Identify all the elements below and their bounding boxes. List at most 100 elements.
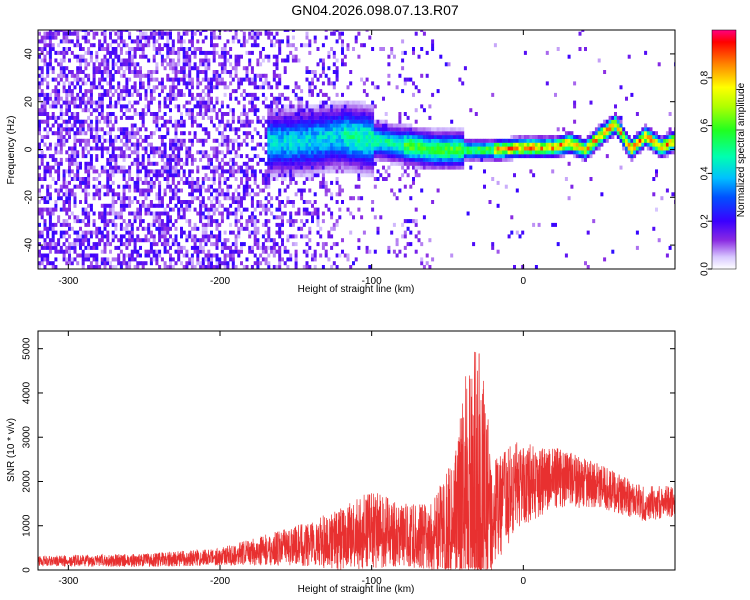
heat-cell: [212, 177, 216, 181]
heat-cell: [275, 135, 279, 139]
heat-cell: [349, 265, 353, 269]
heat-cell: [38, 131, 41, 136]
heat-cell: [210, 219, 213, 224]
heat-cell: [68, 58, 71, 63]
heat-cell: [302, 265, 306, 269]
heat-cell: [188, 66, 192, 71]
heat-cell: [403, 154, 407, 159]
heat-cell: [311, 115, 314, 120]
heat-cell: [422, 165, 426, 170]
heat-cell: [166, 177, 170, 181]
heat-cell: [302, 146, 306, 151]
heat-cell: [245, 39, 249, 44]
heat-cell: [117, 92, 121, 97]
heat-cell: [319, 123, 323, 128]
heat-cell: [40, 154, 44, 159]
heat-cell: [275, 58, 279, 63]
heat-cell: [111, 165, 115, 170]
heat-cell: [289, 177, 293, 181]
heat-cell: [431, 150, 435, 155]
heat-cell: [578, 150, 582, 155]
heat-cell: [149, 89, 153, 94]
heat-cell: [188, 100, 192, 105]
heat-cell: [283, 154, 287, 159]
heat-cell: [174, 192, 178, 197]
heat-cell: [76, 35, 80, 40]
heat-cell: [68, 131, 71, 136]
heat-cell: [316, 173, 320, 178]
heat-cell: [259, 135, 263, 139]
heat-cell: [529, 154, 533, 159]
heat-cell: [248, 177, 252, 181]
heat-cell: [365, 165, 369, 170]
heat-cell: [409, 219, 413, 224]
heat-cell: [46, 96, 50, 101]
heat-cell: [207, 207, 211, 212]
heat-cell: [412, 177, 415, 181]
heat-cell: [286, 138, 290, 143]
heat-cell: [327, 157, 331, 162]
heat-cell: [330, 142, 334, 147]
heat-cell: [147, 180, 151, 185]
heat-cell: [283, 131, 287, 136]
heat-cell: [139, 92, 142, 97]
heat-cell: [59, 157, 63, 162]
heat-cell: [614, 127, 617, 132]
heat-cell: [625, 138, 628, 143]
heat-cell: [177, 245, 181, 250]
heat-cell: [201, 196, 205, 201]
heat-cell: [117, 100, 121, 105]
heat-cell: [40, 73, 44, 78]
heat-cell: [379, 131, 383, 136]
heat-cell: [436, 165, 440, 170]
heat-cell: [152, 47, 156, 51]
heat-cell: [556, 142, 560, 147]
heat-cell: [158, 154, 162, 159]
heat-cell: [144, 207, 148, 212]
heat-cell: [182, 119, 186, 124]
heat-cell: [210, 192, 213, 197]
heat-cell: [245, 226, 249, 231]
heat-cell: [428, 265, 432, 269]
heat-cell: [215, 100, 219, 105]
heat-cell: [215, 154, 219, 159]
heat-cell: [313, 146, 317, 151]
heat-cell: [412, 81, 415, 86]
heat-cell: [360, 112, 364, 116]
heat-cell: [40, 92, 44, 97]
heat-cell: [89, 207, 93, 212]
heat-cell: [431, 257, 435, 262]
heat-cell: [59, 161, 63, 166]
heat-cell: [406, 242, 410, 247]
heat-cell: [242, 119, 246, 124]
heat-cell: [133, 157, 137, 162]
heat-cell: [321, 66, 325, 71]
heat-cell: [40, 50, 44, 55]
heat-cell: [54, 188, 58, 193]
heat-cell: [302, 180, 306, 185]
heat-cell: [330, 234, 334, 239]
heat-cell: [461, 154, 465, 159]
heat-cell: [185, 81, 189, 86]
heat-cell: [368, 135, 372, 139]
heat-cell: [311, 177, 314, 181]
heat-cell: [133, 211, 137, 216]
heat-cell: [641, 135, 645, 139]
heat-cell: [130, 123, 134, 128]
heat-cell: [79, 70, 82, 74]
heat-cell: [420, 188, 424, 193]
heat-cell: [281, 39, 284, 44]
heat-cell: [147, 173, 151, 178]
heat-cell: [272, 73, 276, 78]
heat-cell: [469, 157, 473, 162]
heat-cell: [523, 154, 527, 159]
heat-cell: [360, 127, 364, 132]
heat-cell: [321, 43, 325, 48]
heat-cell: [319, 100, 323, 105]
heat-cell: [48, 215, 52, 220]
heat-cell: [638, 131, 642, 136]
heat-cell: [261, 173, 265, 178]
heat-cell: [95, 253, 99, 258]
heat-cell: [223, 230, 227, 235]
heat-cell: [308, 157, 312, 162]
